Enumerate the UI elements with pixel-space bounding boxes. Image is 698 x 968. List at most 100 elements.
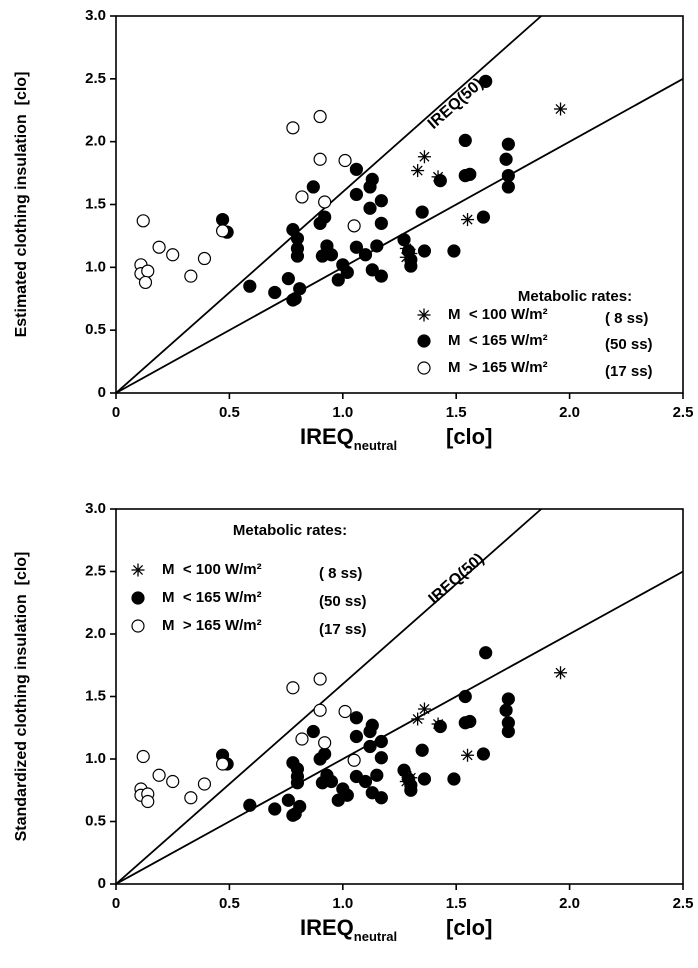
legend-sample: ( 8 ss) <box>605 310 648 327</box>
x-axis-title: IREQneutral <box>300 915 397 945</box>
y-tick-label: 2.5 <box>85 70 106 87</box>
y-tick-label: 0.5 <box>85 812 106 829</box>
filled-point <box>501 692 515 706</box>
filled-point <box>349 240 364 254</box>
y-tick-label: 3.0 <box>85 500 106 517</box>
legend-sample: (17 ss) <box>605 363 653 380</box>
open-point <box>136 214 150 228</box>
x-tick-label: 0.5 <box>219 404 240 421</box>
plot-frame <box>115 15 684 394</box>
filled-point <box>397 233 411 247</box>
legend-label: M > 165 W/m² <box>162 617 262 634</box>
asterisk-stroke <box>412 713 423 725</box>
open-point <box>313 152 327 166</box>
asterisk-stroke <box>412 165 423 176</box>
y-tick-label: 2.0 <box>85 133 106 150</box>
filled-point <box>349 729 364 744</box>
x-tick-label: 0 <box>112 895 120 912</box>
open-point <box>318 736 332 750</box>
x-tick-label: 1.0 <box>332 895 353 912</box>
filled-point <box>458 689 472 704</box>
open-point <box>295 732 309 746</box>
filled-point <box>501 724 515 739</box>
x-axis-title: IREQneutral <box>300 424 397 454</box>
legend-sample: (50 ss) <box>319 593 367 610</box>
filled-point <box>417 772 432 786</box>
filled-point <box>215 212 230 227</box>
filled-point <box>476 210 491 224</box>
x-tick-label: 2.5 <box>673 404 694 421</box>
filled-point <box>501 168 515 183</box>
filled-point <box>331 273 345 287</box>
filled-point <box>365 172 379 186</box>
filled-point <box>293 282 307 296</box>
filled-point <box>404 778 418 792</box>
x-tick-label: 0 <box>112 404 120 421</box>
open-point <box>138 275 153 290</box>
x-tick-label: 2.5 <box>673 895 694 912</box>
open-point <box>347 753 361 767</box>
open-point <box>197 251 212 266</box>
filled-point <box>358 774 373 789</box>
asterisk-stroke <box>555 103 566 115</box>
filled-point <box>306 724 320 739</box>
open-point <box>313 672 327 686</box>
legend: Metabolic rates:M < 100 W/m²( 8 ss)M < 1… <box>417 288 653 380</box>
y-tick-label: 1.5 <box>85 195 106 212</box>
filled-point <box>131 591 145 605</box>
x-axis-title-unit: [clo] <box>446 424 492 449</box>
filled-point <box>417 334 431 348</box>
open-point <box>417 361 431 375</box>
open-point <box>215 224 230 238</box>
filled-point <box>374 791 388 805</box>
filled-point <box>318 747 332 761</box>
filled-point <box>370 239 384 253</box>
filled-point <box>415 205 429 219</box>
asterisk-stroke <box>462 214 473 225</box>
filled-point <box>501 137 515 151</box>
reference-line-label: IREQ(50) <box>425 75 487 133</box>
filled-point <box>463 714 477 729</box>
open-point <box>197 777 212 791</box>
asterisk-point <box>417 702 431 716</box>
asterisk-stroke <box>419 703 430 715</box>
asterisk-point <box>554 102 568 116</box>
open-point <box>166 248 180 262</box>
x-axis-title-main: IREQ <box>300 424 354 449</box>
y-tick-label: 3.0 <box>85 7 106 24</box>
asterisk-point <box>131 563 145 577</box>
open-point <box>152 768 166 782</box>
scatter-chart: 0 0.5 1.0 1.5 2.0 2.5 0 0.5 1.0 1.5 2.0 2.5 3.0 Estim… <box>13 7 693 453</box>
filled-point <box>363 201 377 215</box>
filled-point <box>501 180 515 194</box>
open-point <box>313 703 327 717</box>
legend: Metabolic rates:M < 100 W/m²( 8 ss)M < 1… <box>131 522 367 638</box>
legend-label: M < 165 W/m² <box>162 589 262 606</box>
filled-point <box>281 793 295 807</box>
asterisk-stroke <box>555 667 566 678</box>
open-point <box>318 195 332 209</box>
open-point <box>286 681 300 695</box>
x-tick-label: 1.5 <box>446 895 467 912</box>
asterisk-stroke <box>132 564 144 576</box>
open-point <box>286 121 300 135</box>
x-axis-title-main: IREQ <box>300 915 354 940</box>
y-tick-label: 1.0 <box>85 750 106 767</box>
open-point <box>141 264 155 278</box>
y-axis-title: Standardized clothing insulation [clo] <box>13 552 30 842</box>
filled-point <box>268 285 282 300</box>
filled-point <box>318 210 332 224</box>
filled-point <box>374 194 388 208</box>
filled-point <box>463 167 477 181</box>
x-tick-label: 2.0 <box>559 895 580 912</box>
filled-point <box>340 265 354 279</box>
legend-label: M < 100 W/m² <box>448 306 548 323</box>
y-tick-label: 1.0 <box>85 258 106 275</box>
open-point <box>184 791 198 805</box>
asterisk-stroke <box>419 151 430 162</box>
filled-point <box>281 272 295 286</box>
x-tick-label: 1.5 <box>446 404 467 421</box>
y-tick-label: 0.5 <box>85 321 106 338</box>
filled-point <box>349 162 364 176</box>
